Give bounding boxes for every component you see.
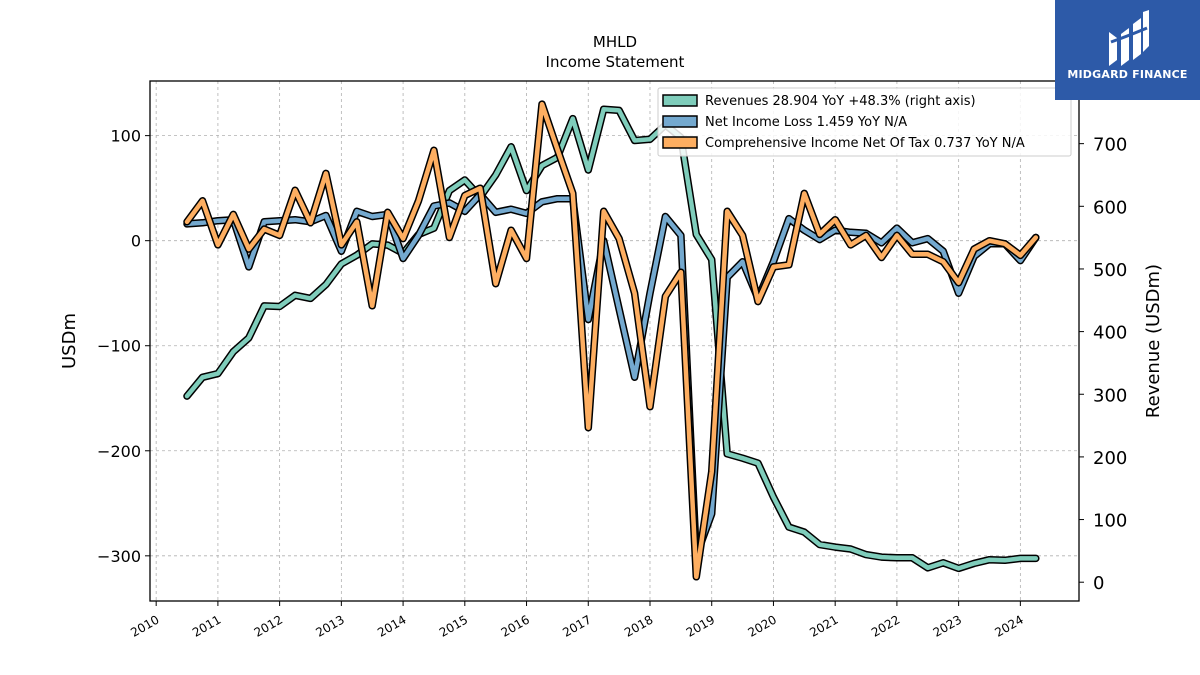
- series-0-line: [184, 106, 1039, 571]
- y-tick-label-right-3: 300: [1093, 385, 1127, 406]
- series-2: [183, 100, 1040, 581]
- y-tick-label-left-3: 0: [131, 232, 141, 251]
- legend-label-1: Net Income Loss 1.459 YoY N/A: [705, 115, 907, 130]
- series-0: [183, 105, 1040, 573]
- series-2-line: [184, 101, 1039, 580]
- y-tick-label-right-0: 0: [1093, 573, 1104, 594]
- series-1-line: [184, 192, 1039, 559]
- logo-text: MIDGARD FINANCE: [1067, 68, 1188, 81]
- legend-label-0: Revenues 28.904 YoY +48.3% (right axis): [705, 94, 976, 109]
- y-tick-label-right-1: 100: [1093, 511, 1127, 532]
- midgard-finance-logo: MIDGARD FINANCE: [1055, 0, 1200, 100]
- y-tick-label-right-6: 600: [1093, 197, 1127, 218]
- y-axis-label-right: Revenue (USDm): [1143, 264, 1164, 418]
- y-tick-label-left-0: −300: [97, 547, 141, 566]
- legend: Revenues 28.904 YoY +48.3% (right axis) N…: [657, 87, 1072, 157]
- legend-swatch-2: [662, 136, 698, 149]
- y-axis-label-left: USDm: [59, 313, 80, 369]
- chart-subtitle: Income Statement: [546, 53, 685, 71]
- y-tick-label-right-4: 400: [1093, 323, 1127, 344]
- y-tick-label-right-2: 200: [1093, 448, 1127, 469]
- y-tick-label-right-5: 500: [1093, 260, 1127, 281]
- legend-swatch-0: [662, 94, 698, 107]
- plot-frame: [149, 80, 1080, 602]
- y-tick-label-left-4: 100: [110, 127, 141, 146]
- legend-swatch-1: [662, 115, 698, 128]
- series-1: [183, 190, 1040, 560]
- y-tick-label-right-7: 700: [1093, 135, 1127, 156]
- y-tick-label-left-2: −100: [97, 337, 141, 356]
- midgard-logo-icon: [1109, 10, 1149, 66]
- y-tick-label-left-1: −200: [97, 442, 141, 461]
- series-layer: [183, 100, 1040, 581]
- chart-title: MHLD: [593, 33, 637, 51]
- legend-box: [657, 87, 1072, 157]
- legend-label-2: Comprehensive Income Net Of Tax 0.737 Yo…: [705, 136, 1025, 151]
